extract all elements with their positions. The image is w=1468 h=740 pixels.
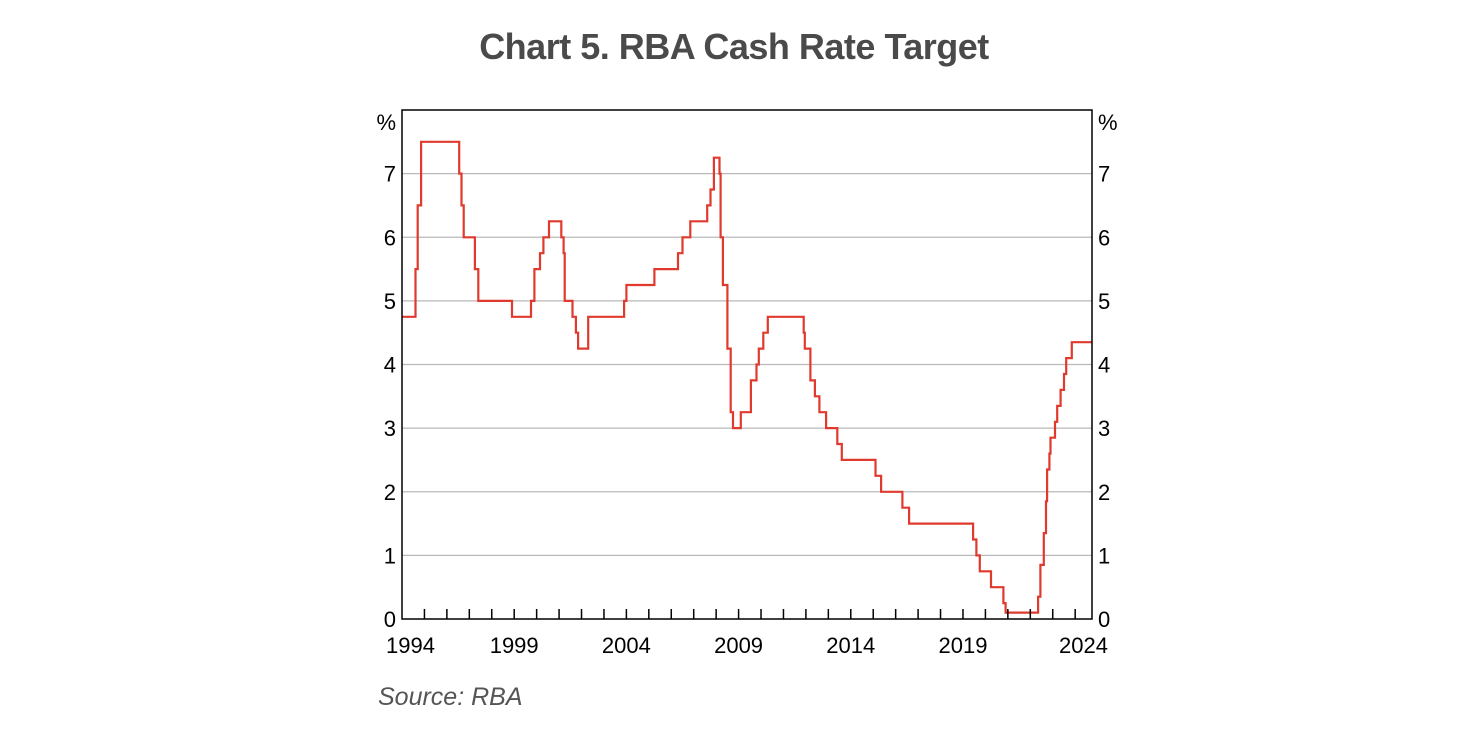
gridlines <box>402 172 1092 557</box>
y-tick-label-right: 2 <box>1098 480 1110 505</box>
x-tick-label: 1999 <box>490 633 539 658</box>
y-tick-label-left: 4 <box>384 353 396 378</box>
y-tick-label-right: 5 <box>1098 289 1110 314</box>
source-note: Source: RBA <box>378 683 523 711</box>
plot-border <box>401 109 1093 620</box>
y-unit-left: % <box>376 110 396 135</box>
x-tick-label: 2004 <box>602 633 651 658</box>
x-tick-label: 2014 <box>826 633 875 658</box>
y-tick-label-left: 3 <box>384 416 396 441</box>
y-tick-label-left: 1 <box>384 543 396 568</box>
y-tick-label-left: 6 <box>384 225 396 250</box>
y-tick-label-right: 6 <box>1098 225 1110 250</box>
y-tick-label-left: 0 <box>384 607 396 632</box>
chart-title: Chart 5. RBA Cash Rate Target <box>479 26 989 67</box>
x-tick-label: 2024 <box>1059 633 1108 658</box>
y-tick-label-right: 0 <box>1098 607 1110 632</box>
x-tick-label: 1994 <box>386 633 435 658</box>
y-tick-label-left: 7 <box>384 162 396 187</box>
x-tick-label: 2019 <box>938 633 987 658</box>
y-tick-label-left: 2 <box>384 480 396 505</box>
y-tick-label-right: 4 <box>1098 353 1110 378</box>
y-unit-right: % <box>1098 110 1118 135</box>
axes: 0 0 1 1 2 2 3 3 4 4 5 5 6 6 7 7% % 1994 1999 2004 2009 2014 20… <box>376 110 1117 658</box>
x-tick-label: 2009 <box>714 633 763 658</box>
y-tick-label-right: 3 <box>1098 416 1110 441</box>
y-tick-label-left: 5 <box>384 289 396 314</box>
plot-frame <box>401 109 1093 620</box>
y-tick-label-right: 7 <box>1098 162 1110 187</box>
y-tick-label-right: 1 <box>1098 543 1110 568</box>
plot-area <box>402 140 1092 614</box>
series-line <box>402 140 1092 614</box>
